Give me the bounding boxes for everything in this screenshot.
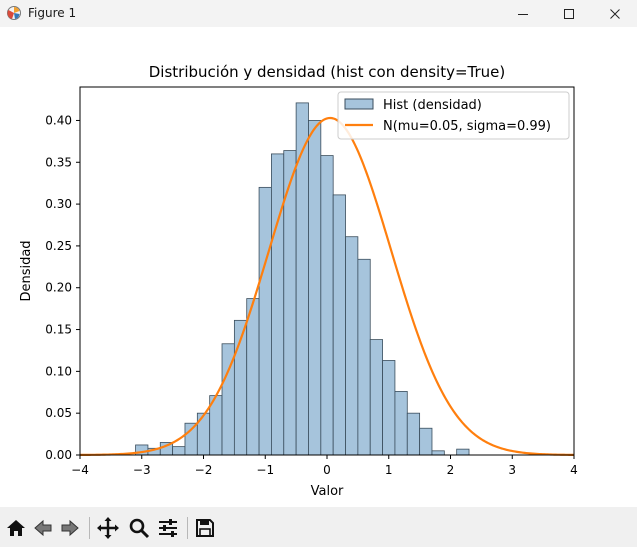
- x-tick-label: −1: [256, 463, 274, 477]
- y-tick-label: 0.30: [45, 197, 72, 211]
- x-tick-label: 0: [323, 463, 331, 477]
- hist-bar: [308, 120, 322, 456]
- x-tick-label: 2: [447, 463, 455, 477]
- hist-bar: [406, 412, 421, 456]
- forward-icon: [61, 519, 79, 537]
- x-tick-label: 3: [508, 463, 516, 477]
- maximize-icon: [564, 8, 574, 19]
- legend-hist-label: Hist (densidad): [383, 98, 482, 113]
- window-title: Figure 1: [28, 6, 77, 20]
- y-tick-label: 0.05: [45, 406, 72, 420]
- x-tick-label: 1: [385, 463, 393, 477]
- toolbar-separator: [89, 517, 90, 539]
- toolbar-separator: [187, 517, 188, 539]
- chart-title: Distribución y densidad (hist con densit…: [149, 63, 506, 81]
- pan-button[interactable]: [95, 515, 121, 541]
- x-tick-label: −2: [195, 463, 213, 477]
- hist-bar: [345, 236, 359, 456]
- x-tick-label: −4: [71, 463, 89, 477]
- figure-canvas[interactable]: Distribución y densidad (hist con densit…: [0, 27, 637, 507]
- histogram-bars: [135, 102, 470, 456]
- navigation-toolbar: [0, 507, 637, 547]
- configure-icon: [159, 519, 177, 537]
- x-axis-label: Valor: [311, 484, 344, 499]
- hist-bar: [258, 186, 272, 456]
- maximize-button[interactable]: [546, 0, 592, 27]
- matplotlib-logo-icon: [7, 6, 21, 20]
- hist-bar: [394, 391, 408, 456]
- x-axis-ticks: −4 −3 −2 −1 0 1 2 3 4: [71, 455, 578, 477]
- hist-bar: [332, 194, 346, 456]
- hist-bar: [369, 339, 383, 456]
- x-tick-label: −3: [133, 463, 151, 477]
- y-axis-label: Densidad: [19, 240, 34, 301]
- hist-bar: [184, 422, 198, 456]
- hist-bar: [382, 360, 396, 456]
- minimize-button[interactable]: [500, 0, 546, 27]
- hist-bar: [357, 258, 371, 456]
- home-icon: [7, 520, 25, 536]
- configure-button[interactable]: [155, 515, 181, 541]
- hist-bar: [419, 427, 433, 456]
- hist-bar: [271, 153, 285, 456]
- zoom-button[interactable]: [126, 515, 152, 541]
- y-axis-ticks: 0.00 0.05 0.10 0.15 0.20 0.25 0.30 0.35 0.40: [45, 113, 80, 462]
- hist-bar: [431, 450, 445, 456]
- hist-bar: [320, 155, 334, 456]
- pan-icon: [97, 517, 119, 539]
- hist-bar: [295, 102, 309, 456]
- hist-bar: [456, 448, 470, 456]
- y-tick-label: 0.10: [45, 364, 72, 378]
- hist-bar: [246, 298, 260, 456]
- back-button[interactable]: [30, 515, 56, 541]
- chart: Distribución y densidad (hist con densit…: [19, 63, 578, 499]
- y-tick-label: 0.00: [45, 448, 72, 462]
- home-button[interactable]: [3, 515, 29, 541]
- legend-curve-label: N(mu=0.05, sigma=0.99): [383, 119, 551, 134]
- window-titlebar: Figure 1: [0, 0, 637, 27]
- y-tick-label: 0.35: [45, 155, 72, 169]
- back-icon: [34, 519, 52, 537]
- y-tick-label: 0.40: [45, 113, 72, 127]
- y-tick-label: 0.25: [45, 239, 72, 253]
- x-tick-label: 4: [570, 463, 578, 477]
- y-tick-label: 0.20: [45, 281, 72, 295]
- close-button[interactable]: [592, 0, 637, 27]
- y-tick-label: 0.15: [45, 323, 72, 337]
- hist-bar: [172, 446, 186, 456]
- minimize-icon: [518, 13, 528, 15]
- save-button[interactable]: [192, 515, 218, 541]
- save-icon: [196, 519, 214, 537]
- legend: Hist (densidad) N(mu=0.05, sigma=0.99): [337, 91, 570, 140]
- forward-button[interactable]: [57, 515, 83, 541]
- close-icon: [610, 8, 620, 19]
- zoom-icon: [129, 518, 150, 539]
- normal-curve: [79, 116, 575, 457]
- legend-box: [337, 91, 570, 140]
- legend-hist-swatch: [344, 98, 374, 110]
